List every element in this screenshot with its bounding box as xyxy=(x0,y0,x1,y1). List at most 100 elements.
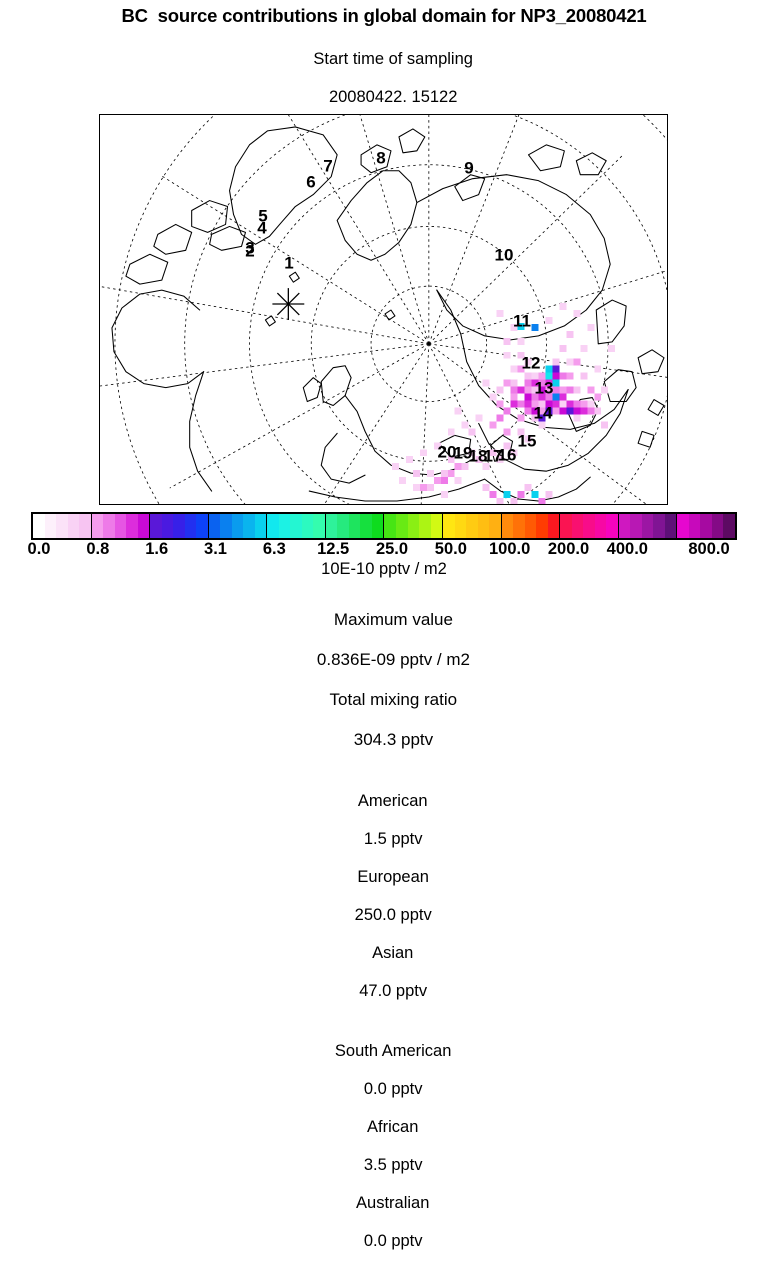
colorbar-step-10-4 xyxy=(664,514,677,538)
colorbar-tick-12-5: 12.5 xyxy=(317,540,350,558)
colorbar-step-11-0 xyxy=(677,514,689,538)
colorbar-step-2-0 xyxy=(150,514,162,538)
trajectory-label-5: 5 xyxy=(258,206,268,226)
colorbar-segment-6 xyxy=(384,514,444,538)
colorbar-tick-25-0: 25.0 xyxy=(375,540,409,558)
trajectory-label-9: 9 xyxy=(464,158,474,178)
region-name-european: European xyxy=(357,868,429,886)
colorbar-step-9-4 xyxy=(606,514,618,538)
region-value-asian: 47.0 pptv xyxy=(359,982,428,1000)
colorbar-step-0-0 xyxy=(33,514,45,538)
colorbar-step-9-2 xyxy=(583,514,595,538)
colorbar-step-11-1 xyxy=(688,514,701,538)
trajectory-label-11: 11 xyxy=(513,311,531,331)
maximum-value: 0.836E-09 pptv / m2 xyxy=(316,650,470,669)
colorbar-segment-3 xyxy=(208,514,268,538)
region-value-european: 250.0 pptv xyxy=(354,906,432,924)
colorbar-step-0-2 xyxy=(56,514,68,538)
colorbar-step-2-4 xyxy=(196,514,208,538)
colorbar-step-9-3 xyxy=(594,514,607,538)
colorbar-step-9-1 xyxy=(571,514,584,538)
trajectory-label-13: 13 xyxy=(534,378,554,398)
colorbar-step-10-3 xyxy=(653,514,665,538)
trajectory-label-6: 6 xyxy=(306,172,316,192)
trajectory-label-17: 17 xyxy=(483,446,503,466)
region-value-south-american: 0.0 pptv xyxy=(363,1080,423,1098)
colorbar-tick-200-0: 200.0 xyxy=(547,540,590,558)
colorbar-step-11-4 xyxy=(723,514,735,538)
colorbar-step-7-3 xyxy=(477,514,490,538)
map-plot-area[interactable]: 1 2 3 4 5 6 7 8 9 10 11 12 13 14 15 16 17 18 19 20 xyxy=(99,114,668,505)
colorbar-step-6-2 xyxy=(407,514,420,538)
colorbar-step-3-0 xyxy=(208,514,221,538)
trajectory-label-15: 15 xyxy=(517,431,537,451)
colorbar-segment-9 xyxy=(560,514,619,538)
colorbar-step-7-0 xyxy=(443,514,455,538)
colorbar-tick-100-0: 100.0 xyxy=(489,540,531,558)
statistics-footer: Maximum value 0.836E-09 pptv / m2 Total … xyxy=(0,590,768,1273)
trajectory-label-18: 18 xyxy=(468,446,488,466)
colorbar-step-1-0 xyxy=(91,514,104,538)
colorbar-step-0-4 xyxy=(79,514,91,538)
colorbar-step-6-1 xyxy=(395,514,408,538)
trajectory-label-1: 1 xyxy=(284,253,294,273)
region-name-australian: Australian xyxy=(356,1194,430,1212)
colorbar-step-4-3 xyxy=(301,514,314,538)
total-mixing-ratio-value: 304.3 pptv xyxy=(353,730,434,749)
colorbar-step-5-4 xyxy=(371,514,384,538)
colorbar-step-7-4 xyxy=(489,514,501,538)
colorbar-segment-2 xyxy=(150,514,209,538)
trajectory-label-2: 2 xyxy=(245,241,255,261)
page-title: BC source contributions in global domain… xyxy=(121,5,647,26)
colorbar-step-0-1 xyxy=(44,514,57,538)
colorbar-segment-1 xyxy=(91,514,151,538)
release-point-star xyxy=(272,288,305,320)
graticule-lines xyxy=(100,115,667,504)
colorbar-step-11-3 xyxy=(711,514,724,538)
colorbar-step-10-0 xyxy=(618,514,631,538)
colorbar-step-2-3 xyxy=(184,514,197,538)
colorbar-step-4-4 xyxy=(313,514,325,538)
colorbar-step-8-0 xyxy=(501,514,514,538)
colorbar-step-6-0 xyxy=(384,514,396,538)
coastline-paths xyxy=(111,126,665,502)
colorbar-tick-3-1: 3.1 xyxy=(204,540,227,558)
colorbar-step-1-4 xyxy=(137,514,150,538)
region-value-australian: 0.0 pptv xyxy=(363,1232,423,1250)
colorbar-tick-400-0: 400.0 xyxy=(606,540,648,558)
colorbar-step-6-4 xyxy=(430,514,443,538)
colorbar-tick-labels: 0.0 0.8 1.6 3.1 6.3 12.5 25.0 50.0 100.0 200.0 400… xyxy=(0,540,768,560)
region-value-american: 1.5 pptv xyxy=(363,830,423,848)
colorbar-step-7-2 xyxy=(466,514,478,538)
colorbar-step-5-3 xyxy=(360,514,372,538)
colorbar-step-6-3 xyxy=(419,514,431,538)
trajectory-label-19: 19 xyxy=(453,443,473,463)
plume-cells xyxy=(391,303,616,504)
colorbar-step-0-3 xyxy=(67,514,80,538)
footer-region-row-1: American 1.5 pptv European 250.0 pptv As… xyxy=(0,773,768,1020)
colorbar-tick-0-8: 0.8 xyxy=(86,540,110,558)
colorbar-segment-4 xyxy=(267,514,326,538)
colorbar-step-3-2 xyxy=(231,514,244,538)
colorbar-step-3-1 xyxy=(220,514,232,538)
trajectory-label-10: 10 xyxy=(494,245,514,265)
colorbar-step-1-1 xyxy=(103,514,115,538)
colorbar-step-4-1 xyxy=(278,514,291,538)
colorbar-step-3-3 xyxy=(243,514,255,538)
region-value-african: 3.5 pptv xyxy=(363,1156,423,1174)
colorbar-step-3-4 xyxy=(254,514,267,538)
colorbar-tick-50-0: 50.0 xyxy=(434,540,467,558)
colorbar-step-11-2 xyxy=(700,514,712,538)
colorbar-step-10-2 xyxy=(641,514,654,538)
footer-summary-line: Maximum value 0.836E-09 pptv / m2 Total … xyxy=(0,590,768,770)
colorbar-step-1-3 xyxy=(126,514,138,538)
start-time-value: 20080422. 15122 xyxy=(328,88,458,106)
trajectory-label-12: 12 xyxy=(521,353,541,373)
region-name-african: African xyxy=(367,1118,419,1136)
colorbar-step-8-3 xyxy=(536,514,548,538)
colorbar-tick-800-0: 800.0 xyxy=(688,540,730,558)
colorbar-segment-5 xyxy=(325,514,385,538)
colorbar[interactable] xyxy=(31,512,737,540)
trajectory-label-7: 7 xyxy=(323,156,333,176)
colorbar-step-2-1 xyxy=(161,514,174,538)
